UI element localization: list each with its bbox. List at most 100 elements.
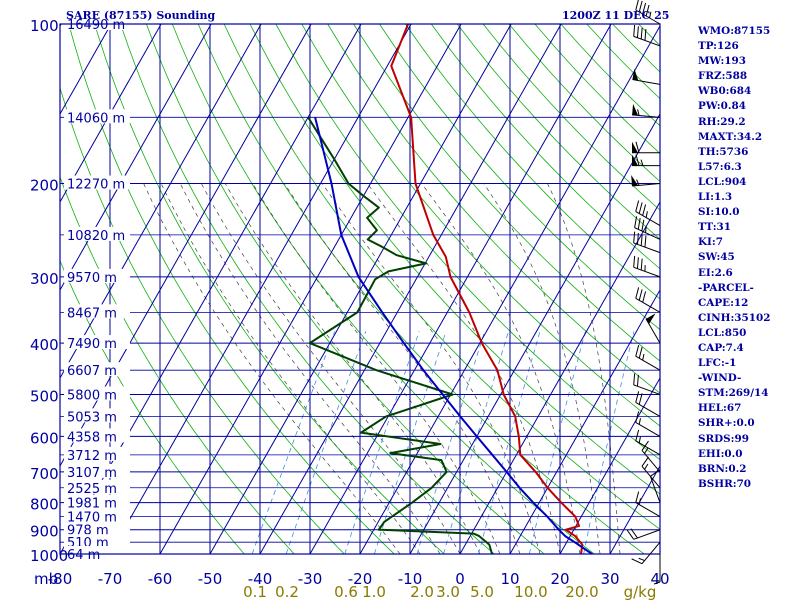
dry-adiabat — [60, 259, 245, 554]
wind-barb-pennant — [646, 313, 656, 325]
stability-index: TT:31 — [698, 221, 732, 234]
pressure-tick-label: 100 — [30, 17, 59, 35]
wind-barb-flag — [650, 469, 661, 477]
wind-barb — [635, 391, 661, 417]
stability-index: -WIND- — [698, 372, 742, 385]
stability-index: FRZ:588 — [698, 70, 748, 83]
dry-adiabat — [430, 24, 660, 270]
wind-barb-flag — [635, 287, 640, 299]
wind-barb-pennant — [631, 175, 639, 186]
wind-barb-staff — [633, 266, 661, 278]
pressure-tick-label: 600 — [30, 429, 59, 447]
wind-barb-flag — [640, 234, 643, 246]
wind-barb-half-flag — [636, 179, 640, 186]
wind-barb-staff — [635, 297, 661, 313]
height-label: 1981 m — [67, 497, 117, 512]
mixing-ratio-label: 2.0 — [410, 583, 434, 600]
wind-barb-flag — [641, 219, 645, 232]
wind-barb — [635, 429, 661, 456]
stability-index: LI:1.3 — [698, 191, 733, 204]
height-label: 8467 m — [67, 306, 117, 321]
temperature-tick-label: 20 — [550, 570, 569, 588]
wind-barb-flag — [636, 257, 639, 269]
temperature-line — [390, 24, 584, 554]
wind-barb — [635, 345, 661, 371]
height-label: 3107 m — [67, 466, 117, 481]
mixing-ratio-label: 0.2 — [275, 583, 299, 600]
mixing-ratio-label: 10.0 — [514, 583, 547, 600]
stability-indices-panel: WMO:87155 TP:126 MW:193 FRZ:588 WB0:684 PW:0.… — [698, 24, 770, 492]
wind-barb-flag — [644, 235, 647, 248]
stability-index: KI:7 — [698, 236, 723, 249]
height-label-bg — [64, 508, 130, 523]
stability-index: STM:269/14 — [698, 387, 769, 400]
height-label-bg — [64, 463, 130, 478]
wind-barb-staff — [632, 183, 661, 187]
stability-index: SRDS:99 — [698, 432, 749, 445]
wind-barb-staff — [635, 502, 661, 518]
isotherm — [409, 112, 660, 554]
dry-adiabat — [60, 86, 345, 554]
height-label-bg — [64, 109, 130, 124]
stability-index: CINH:35102 — [698, 311, 771, 324]
height-label-bg — [64, 446, 130, 461]
mixing-ratio-label: 3.0 — [436, 583, 460, 600]
stability-index: CAP:7.4 — [698, 341, 744, 354]
dry-adiabat — [275, 24, 660, 461]
height-label-bg — [64, 304, 130, 319]
moist-adiabat — [367, 183, 561, 554]
wind-barb-staff — [635, 9, 661, 25]
temperature-tick-label: -10 — [398, 570, 423, 588]
stability-index: SHR+:0.0 — [698, 417, 755, 430]
height-label: 5800 m — [67, 388, 117, 403]
wind-barb — [626, 528, 661, 540]
temperature-tick-label: -20 — [348, 570, 373, 588]
pressure-tick-label: 300 — [30, 270, 59, 288]
corner-label: mb — [34, 570, 58, 588]
temperature-tick-label: -30 — [298, 570, 323, 588]
dry-adiabat — [197, 24, 645, 554]
height-label-bg — [64, 546, 130, 560]
mixing-ratio-line — [443, 331, 509, 554]
wind-barb-flag — [638, 393, 643, 405]
pressure-tick-label: 800 — [30, 496, 59, 514]
height-label: 7490 m — [67, 337, 117, 352]
stability-index: EHI:0.0 — [698, 447, 743, 460]
wind-barb-half-flag — [645, 226, 647, 233]
mixing-ratio-label: 1.0 — [362, 583, 386, 600]
height-label: 2525 m — [67, 482, 117, 497]
dry-adiabat — [60, 175, 295, 554]
wind-barb-flag — [641, 440, 649, 451]
dry-adiabat — [68, 24, 395, 554]
wind-barb-flag — [635, 0, 639, 11]
isotherm — [60, 24, 262, 380]
wind-barb — [632, 141, 660, 154]
stability-index: TH:5736 — [698, 145, 749, 158]
wind-barb — [635, 287, 661, 313]
moist-adiabat — [547, 183, 621, 554]
wind-barb-flag — [631, 558, 643, 565]
wind-barb-flag — [635, 429, 640, 441]
wind-barb-staff — [633, 384, 661, 395]
height-label-bg — [64, 16, 130, 30]
mixing-ratio-line — [583, 331, 635, 554]
wind-barb-staff — [633, 242, 661, 254]
stability-index: HEL:67 — [698, 402, 742, 415]
mixing-ratio-line — [251, 331, 336, 554]
height-label-bg — [64, 335, 130, 350]
sounding-series — [307, 24, 593, 554]
wind-barb-half-flag — [640, 159, 644, 166]
stability-index: LCL:904 — [698, 175, 747, 188]
dry-adiabat — [120, 24, 495, 554]
sounding-time: 1200Z 11 DEC 25 — [562, 9, 670, 22]
pressure-tick-label: 500 — [30, 387, 59, 405]
wind-barb-flag — [637, 218, 641, 230]
wind-barb-staff — [641, 450, 661, 473]
stability-index: BRN:0.2 — [698, 462, 747, 475]
wind-barb — [632, 68, 661, 85]
height-label: 16490 m — [67, 18, 125, 33]
height-label-bg — [64, 268, 130, 283]
wind-barb-pennant — [632, 68, 639, 81]
dry-adiabat — [405, 24, 660, 300]
wind-barb-staff — [635, 401, 661, 417]
